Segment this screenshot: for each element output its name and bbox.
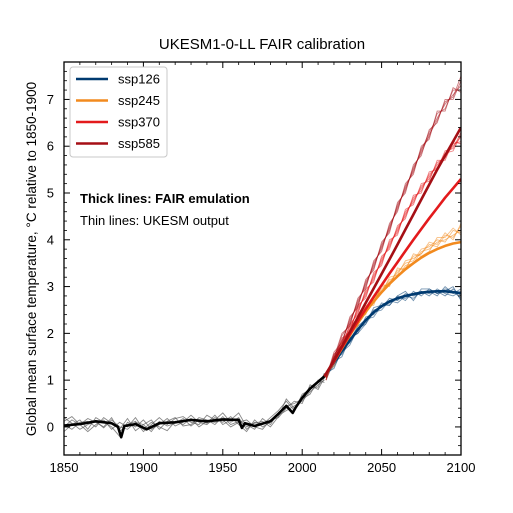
plot-frame: [63, 61, 462, 456]
legend-label-ssp126: ssp126: [118, 72, 160, 87]
y-tick-label: 5: [47, 186, 54, 201]
fair-line-ssp585: [323, 126, 461, 378]
x-tick-label: 1950: [208, 460, 237, 475]
legend: ssp126 ssp245 ssp370 ssp585: [69, 66, 168, 158]
y-tick-label: 3: [47, 279, 54, 294]
fair-line-ssp245: [323, 240, 461, 378]
ukesm-line-ssp126: [325, 288, 461, 376]
legend-box: [69, 66, 168, 158]
y-tick-label: 6: [47, 139, 54, 154]
y-tick-label: 7: [47, 92, 54, 107]
y-axis-label: Global mean surface temperature, °C rela…: [24, 82, 39, 436]
x-tick-label: 1900: [129, 460, 158, 475]
x-tick-label: 2000: [288, 460, 317, 475]
annotation-thin-lines: Thin lines: UKESM output: [80, 213, 229, 228]
fair-line-ssp126: [323, 290, 461, 378]
y-tick-label: 2: [47, 326, 54, 341]
ukesm-line-ssp585: [325, 87, 461, 375]
y-tick-label: 0: [47, 419, 54, 434]
fair-emulation-lines: [64, 126, 461, 439]
y-tick-label: 1: [47, 373, 54, 388]
chart-title: UKESM1-0-LL FAIR calibration: [159, 36, 365, 53]
x-tick-label: 2050: [367, 460, 396, 475]
x-tick-label: 1850: [50, 460, 79, 475]
y-tick-label: 4: [47, 232, 54, 247]
legend-label-ssp370: ssp370: [118, 115, 160, 130]
fair-line-historical: [64, 375, 326, 439]
legend-label-ssp585: ssp585: [118, 136, 160, 151]
ukesm-line-ssp585: [325, 75, 461, 378]
annotation-thick-lines: Thick lines: FAIR emulation: [80, 191, 250, 206]
ukesm-line-historical: [64, 377, 325, 433]
ukesm-line-ssp585: [325, 85, 461, 376]
axis-tick-labels: 1850 1900 1950 2000 2050 2100 0 1 2 3 4 5 6 7: [47, 92, 476, 475]
x-tick-label: 2100: [447, 460, 476, 475]
legend-label-ssp245: ssp245: [118, 93, 160, 108]
